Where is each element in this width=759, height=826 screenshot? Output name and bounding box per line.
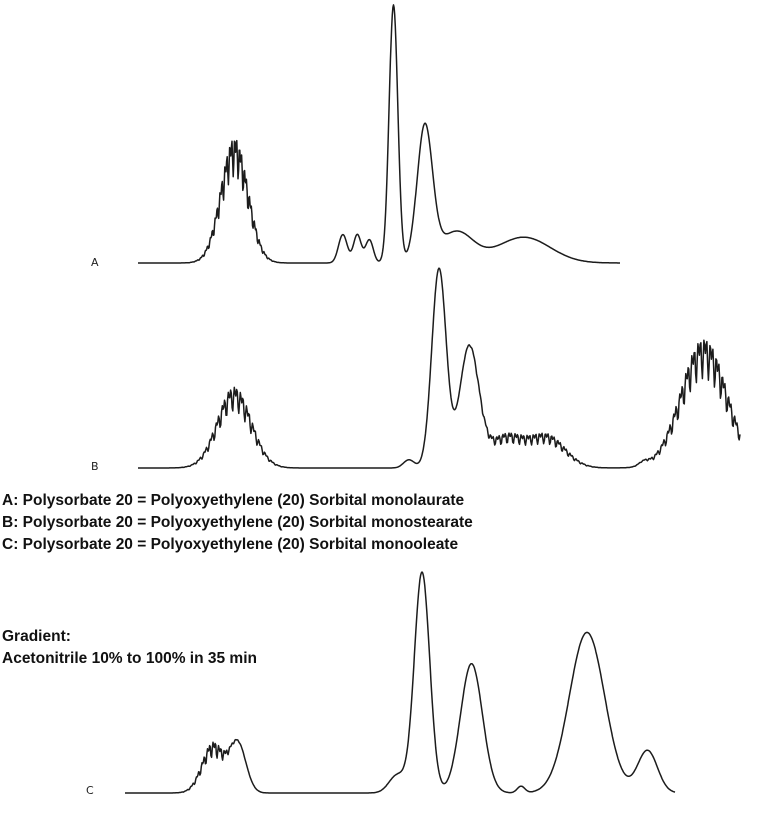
gradient-note: Gradient: Acetonitrile 10% to 100% in 35… <box>2 626 257 670</box>
trace-a-line <box>137 4 621 264</box>
trace-b: B <box>91 267 741 473</box>
legend-item-a: A: Polysorbate 20 = Polyoxyethylene (20)… <box>2 492 465 509</box>
trace-c: C <box>86 571 676 797</box>
trace-a-label: A <box>91 256 99 269</box>
gradient-description: Acetonitrile 10% to 100% in 35 min <box>2 650 257 667</box>
trace-a: A <box>91 4 621 269</box>
legend: A: Polysorbate 20 = Polyoxyethylene (20)… <box>2 490 473 556</box>
gradient-title: Gradient: <box>2 628 71 645</box>
trace-c-label: C <box>86 784 94 797</box>
trace-b-line <box>138 267 741 469</box>
trace-b-label: B <box>91 460 99 473</box>
legend-item-c: C: Polysorbate 20 = Polyoxyethylene (20)… <box>2 536 459 553</box>
trace-c-line <box>124 571 676 794</box>
legend-item-b: B: Polysorbate 20 = Polyoxyethylene (20)… <box>2 514 473 531</box>
